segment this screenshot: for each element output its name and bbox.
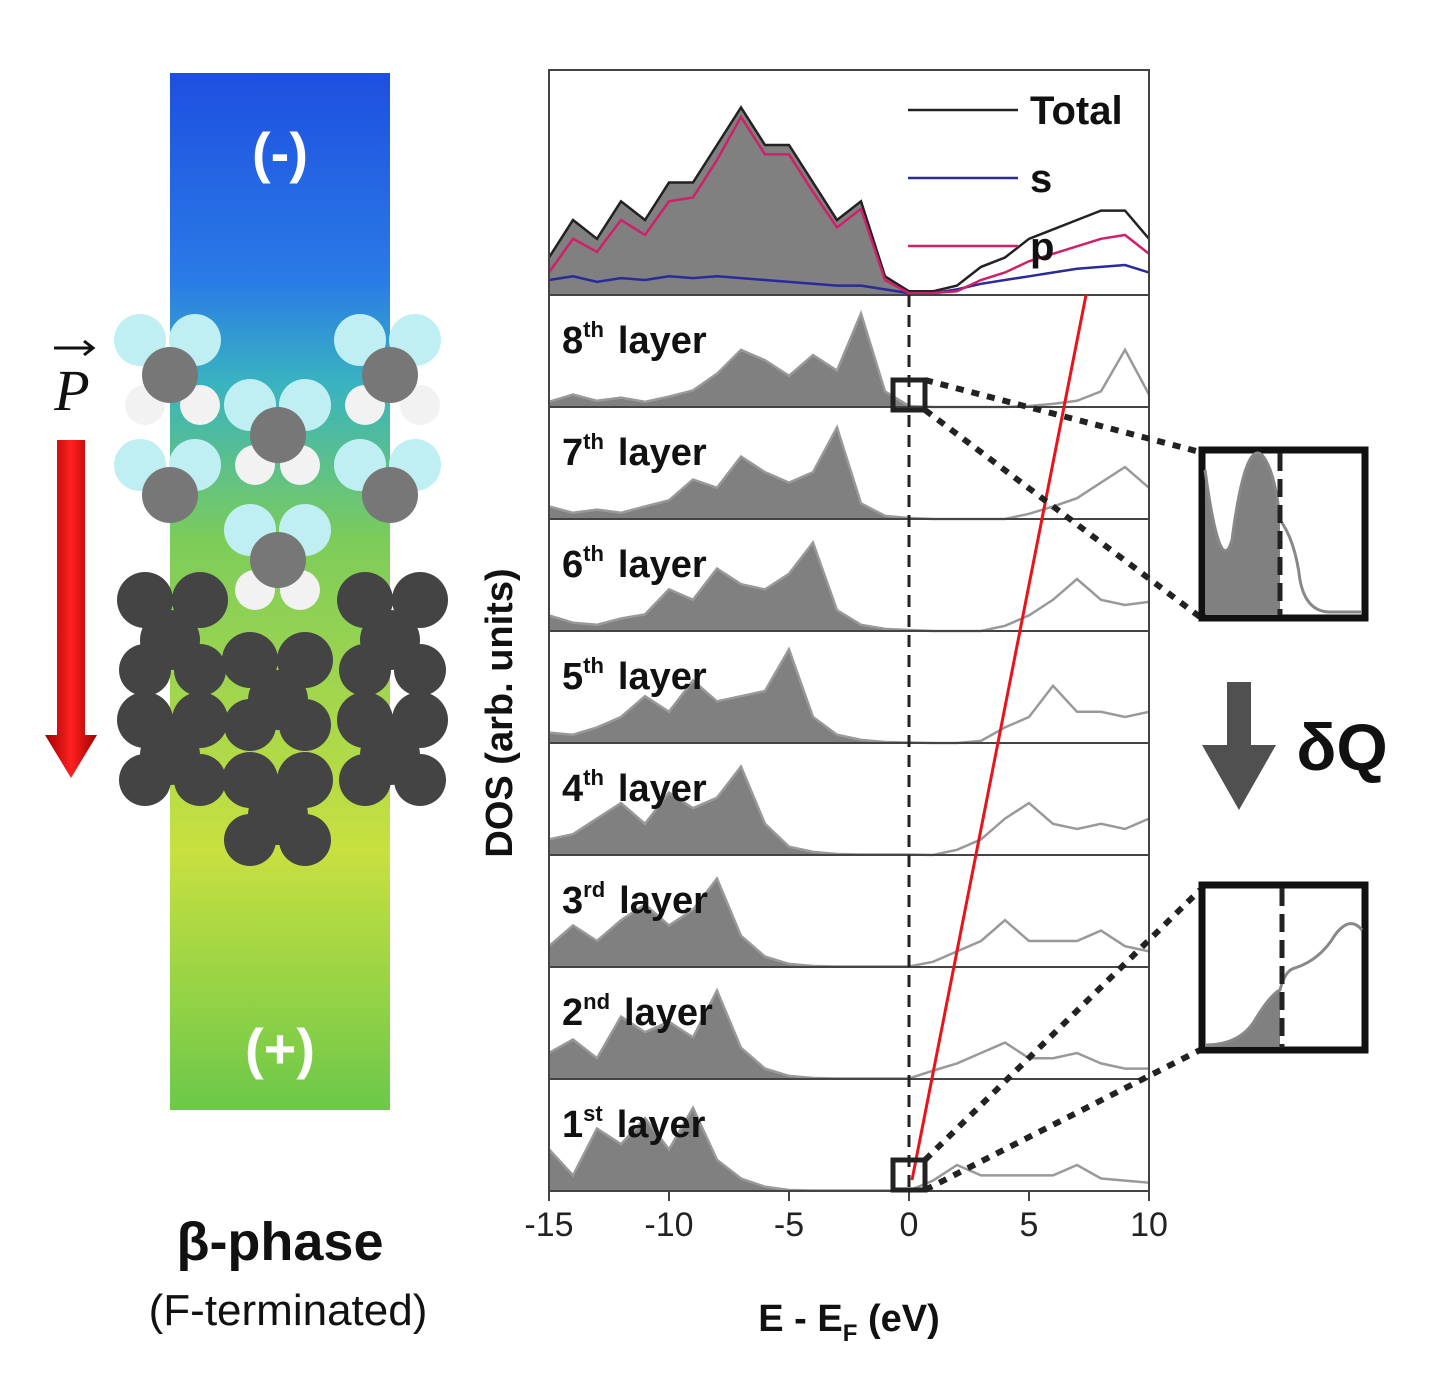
area [549, 1107, 909, 1191]
x-tick-label: 5 [1020, 1206, 1039, 1244]
layer-label-part: rd [583, 877, 605, 902]
layer-label-part: 3 [562, 880, 583, 922]
layer-label-part: th [583, 765, 604, 790]
zoom-insets: δQ [890, 377, 1388, 1193]
layer-label: 4th layer [562, 765, 707, 810]
layer-label: 3rd layer [562, 877, 708, 922]
line [547, 105, 1150, 293]
bottom-label: (+) [245, 1017, 315, 1080]
layer-label-part: st [583, 1101, 603, 1126]
line [547, 114, 1150, 295]
layer-label: 7th layer [562, 429, 707, 474]
layer-label: 6th layer [562, 541, 707, 586]
area [549, 990, 909, 1079]
phase-label: β-phase [176, 1212, 383, 1272]
layer-label-part: 8 [562, 320, 583, 362]
lower-atoms [117, 572, 448, 866]
y-axis-label: DOS (arb. units) [479, 568, 521, 857]
charge-label: δQ [1296, 710, 1387, 784]
area [549, 649, 909, 743]
layer-label-part: th [583, 541, 604, 566]
layer-label-part: layer [618, 544, 707, 586]
layer-label-part: th [583, 429, 604, 454]
structure-image: (-) (+) P β-phase (F-terminated) [45, 73, 448, 1335]
layer-label-part: th [583, 317, 604, 342]
layer-label-part: 6 [562, 544, 583, 586]
termination-label: (F-terminated) [149, 1286, 428, 1335]
x-tick-label: -5 [774, 1206, 804, 1244]
polarization-arrow [45, 440, 97, 778]
line [548, 263, 1150, 295]
area [549, 107, 909, 295]
layer-label-part: layer [618, 656, 707, 698]
layer-label-part: nd [583, 989, 610, 1014]
layer-label-part: layer [619, 880, 708, 922]
top-label: (-) [252, 121, 308, 184]
layer-label-part: 1 [562, 1104, 583, 1146]
layer-label: 2nd layer [562, 989, 713, 1034]
line [548, 424, 1150, 521]
vector-arrow [54, 339, 96, 357]
layer-label-part: 2 [562, 992, 583, 1034]
layer-label-part: 5 [562, 656, 583, 698]
area [549, 878, 909, 967]
carbon-atoms [142, 347, 418, 588]
x-tick-label: 0 [900, 1206, 919, 1244]
area [549, 766, 909, 855]
plot-frame [548, 69, 1150, 1192]
layer-label-part: 7 [562, 432, 583, 474]
x-axis-label: E - EF (eV) [758, 1298, 940, 1347]
x-axis-label-part: E - E [758, 1298, 842, 1340]
layer-label-part: layer [618, 320, 707, 362]
x-axis-label-part: (eV) [857, 1298, 939, 1340]
polarization-label: P [53, 358, 89, 423]
line [548, 540, 1150, 633]
layer-label-part: layer [618, 768, 707, 810]
legend-label: Total [1030, 89, 1123, 133]
layer-label: 1st layer [562, 1101, 706, 1146]
layer-label-part: layer [618, 432, 707, 474]
legend-label: p [1030, 225, 1054, 269]
layer-label-part: th [583, 653, 604, 678]
layer-label: 5th layer [562, 653, 707, 698]
trend-line [910, 294, 1088, 1181]
x-tick-label: -15 [524, 1206, 573, 1244]
area [549, 542, 909, 631]
layer-label: 8th layer [562, 317, 707, 362]
legend-label: s [1030, 157, 1052, 201]
line [548, 309, 1151, 409]
area [549, 313, 909, 407]
x-axis-label-part: F [843, 1320, 858, 1347]
layer-label-part: layer [624, 992, 713, 1034]
layer-label-part: 4 [562, 768, 583, 810]
layer-label-part: layer [617, 1104, 706, 1146]
x-tick-label: 10 [1130, 1206, 1168, 1244]
x-tick-label: -10 [644, 1206, 693, 1244]
line [548, 646, 1150, 745]
